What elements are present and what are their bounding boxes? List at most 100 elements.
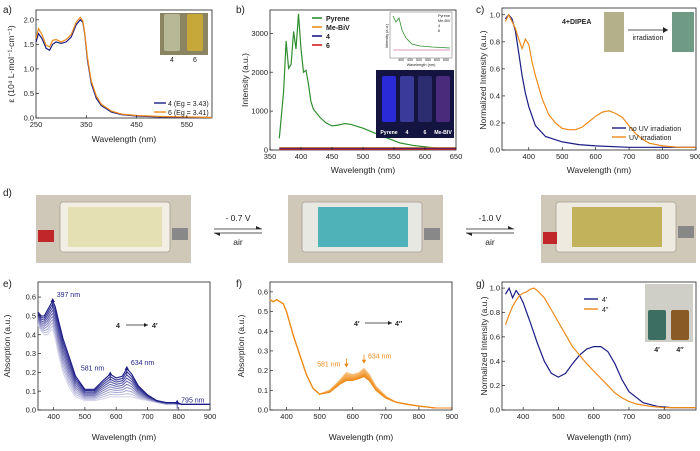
series-line-f-5 [269,299,452,409]
plot-frame-g [501,281,697,411]
inset-spectrum-line [392,15,451,49]
legend-label-uv: UV irradiation [629,135,672,142]
x-tick-label: 400 [517,412,530,421]
series-line-f-2 [269,299,452,409]
series-line-f-1 [269,299,452,409]
voltage-label-right: -1.0 V [479,213,502,223]
legend-label-6b: 6 [326,43,330,50]
y-tick-label: 0.4 [490,357,500,366]
x-tick-label: 800 [656,152,669,161]
equilibrium-arrow-right: -1.0 V air [466,213,514,247]
x-tick-label: 500 [556,152,569,161]
annotation-arrow-head [108,371,113,376]
y-tick-label: 0.2 [490,119,500,128]
inset-legend-mebiv: Me-BiV [438,19,451,23]
voltage-label-left: - 0.7 V [225,213,250,223]
inset-xlabel: Wavelength (nm) [407,63,437,67]
legend-label-mebiv: Me-BiV [326,25,350,32]
inset-xtick-450: 450 [407,58,413,62]
legend-label-6: 6 (Eg = 3.41) [168,110,209,117]
vial-pyrene-glow [382,76,396,122]
x-tick-label: 500 [552,412,565,421]
y-axis-label-f: Absorption (a.u.) [236,314,246,377]
vial-label-4: 4 [170,57,174,64]
y-tick-label: 0.0 [26,406,36,415]
x-tick-label: 700 [141,412,154,421]
series-line-a-1 [35,16,213,119]
y-tick-label: 0.0 [24,114,34,123]
legend-label-pyrene: Pyrene [326,16,349,23]
vial-4-glow [400,76,414,122]
y-tick-label: 0.4 [26,330,36,339]
series-line-e-0 [37,325,210,405]
x-tick-label: 450 [326,152,339,161]
legend-label-4b: 4 [326,34,330,41]
y-tick-label: 0.1 [258,386,268,395]
x-tick-label: 700 [623,152,636,161]
annotation-label: 581 nm [81,365,105,372]
y-tick-label: 0.2 [258,366,268,375]
y-tick-label: 0.1 [26,387,36,396]
vial-photo-before [604,12,624,52]
x-axis-label-e: Wavelength (nm) [92,432,157,442]
plot-frame-a [35,9,213,119]
series-line-e-9 [37,299,210,405]
legend-c: no UV irradiation UV irradiation [612,126,681,142]
y-axis-label-g: Normalized Intensity (a.u.) [479,296,489,395]
panel-e: e) 400 500 600 700 800 900 0.0 0.1 0.2 0.3 0.4 0.5 0… [2,279,216,442]
annotation-arrow-head [174,399,180,404]
inset-xtick-500: 500 [416,58,422,62]
y-tick-label: 0.2 [490,381,500,390]
transition-left-e: 4 [116,323,120,330]
x-axis-label-f: Wavelength (nm) [329,432,394,442]
panel-g: g) 400 500 600 700 800 0.0 0.2 0.4 0.6 0.8 1.0 Wav… [476,279,697,442]
inset-xtick-650: 650 [443,58,449,62]
annotation-label: 397 nm [57,292,81,299]
equilibrium-arrow-left: - 0.7 V air [214,213,262,247]
inset-xtick-550: 550 [425,58,431,62]
fluorescence-photo-b: Pyrene 4 6 Me-BIV [376,70,454,138]
y-tick-label: 3000 [251,29,268,38]
vial-label-6: 6 [193,57,197,64]
photo-label-6: 6 [424,130,427,136]
y-axis-label-e: Absorption (a.u.) [2,314,12,377]
y-axis-label-b: Intensity (a.u.) [240,53,250,107]
legend-label-4: 4 (Eg = 3.43) [168,101,209,108]
inset-label-dipea: 4+DIPEA [562,19,591,26]
annotation-arrow-head [50,298,55,303]
y-tick-label: 2.0 [24,15,34,24]
x-tick-label: 400 [523,152,536,161]
x-tick-label: 400 [295,152,308,161]
panel-f: f) 400 500 600 700 800 900 0.0 0.1 0.2 0.3 0.4 0.5 0… [236,279,458,442]
electrode-clip-right [172,228,188,240]
transition-right-e: 4′ [152,323,158,330]
legend-label-4dprime: 4″ [602,307,609,314]
plot-frame-e [37,281,211,411]
x-tick-label: 350 [80,120,93,129]
annotation-label: 795 nm [181,398,205,405]
series-line-f-7 [269,299,452,409]
transition-left-f: 4′ [354,321,360,328]
x-tick-label: 800 [413,412,426,421]
transition-right-f: 4″ [395,321,403,328]
legend-label-4prime: 4′ [602,297,608,304]
vial-4prime [648,310,666,340]
irradiation-label: irradiation [633,35,664,42]
y-tick-label: 0.4 [258,327,268,336]
y-tick-label: 0.8 [490,308,500,317]
film-reduced-yellow [572,207,662,247]
vial-6 [187,14,203,51]
spectrum-inset-b: 400 450 500 550 600 650 Wavelength (nm) … [385,11,453,67]
y-tick-label: 1.0 [24,65,34,74]
x-axis-label-a: Wavelength (nm) [92,134,157,144]
y-tick-label: 0.6 [26,293,36,302]
photo-label-mebiv: Me-BIV [434,130,452,136]
x-axis-label-b: Wavelength (nm) [331,165,396,175]
x-tick-label: 350 [264,152,277,161]
annotation-label: 634 nm [131,360,155,367]
photo-label-pyrene: Pyrene [380,130,397,136]
vial-mebiv-glow [436,76,450,122]
irradiation-arrow-head [663,27,668,33]
panel-c: c) 4005006007008009000.00.20.40.60.81.0 … [476,5,700,175]
y-tick-label: 0.5 [24,89,34,98]
